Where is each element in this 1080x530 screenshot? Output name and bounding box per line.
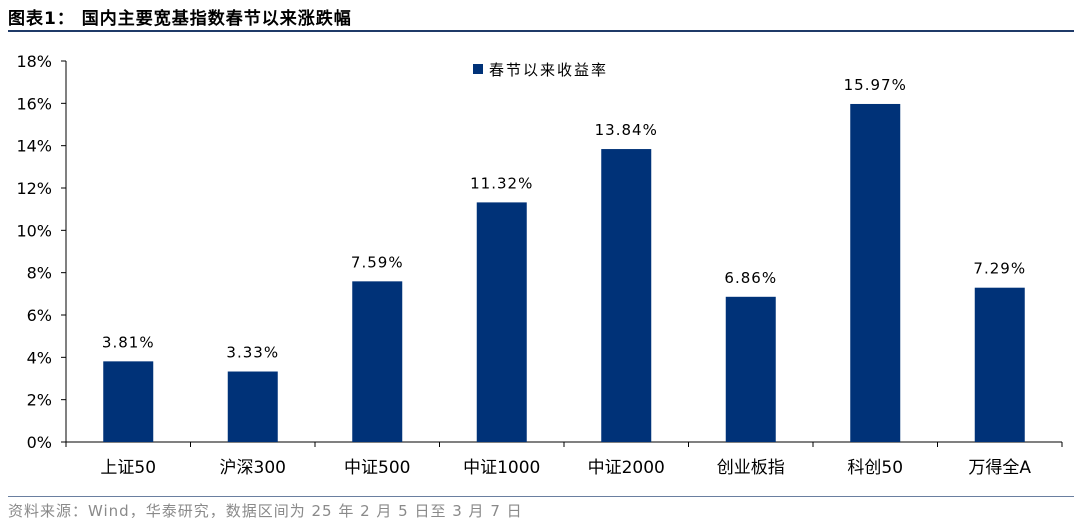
- y-tick-label: 4%: [27, 348, 52, 367]
- x-tick-label: 创业板指: [717, 458, 785, 478]
- data-label: 13.84%: [595, 121, 658, 139]
- data-label: 7.59%: [351, 253, 404, 271]
- data-label: 15.97%: [844, 76, 907, 94]
- chart-bars: 3.81% 3.33% 7.59% 11.32% 13.84% 6.86% 15.97% 7.…: [102, 76, 1026, 443]
- bar: [974, 287, 1025, 442]
- data-label: 3.33%: [226, 344, 279, 362]
- bar: [476, 202, 527, 442]
- y-tick-label: 18%: [16, 52, 52, 71]
- bar: [227, 371, 278, 442]
- source-note: 资料来源：Wind，华泰研究，数据区间为 25 年 2 月 5 日至 3 月 7…: [8, 502, 523, 520]
- y-tick-label: 2%: [27, 391, 52, 410]
- x-tick-label: 中证2000: [588, 458, 665, 478]
- data-label: 7.29%: [973, 260, 1026, 278]
- bar: [352, 281, 403, 442]
- x-tick-label: 中证500: [344, 458, 410, 478]
- x-tick-label: 沪深300: [220, 458, 286, 478]
- x-tick-label: 上证50: [100, 458, 156, 478]
- data-label: 3.81%: [102, 333, 155, 351]
- data-label: 6.86%: [724, 269, 777, 287]
- y-tick-label: 12%: [16, 179, 52, 198]
- y-tick-label: 14%: [16, 137, 52, 156]
- x-tick-label: 中证1000: [463, 458, 540, 478]
- x-tick-label: 万得全A: [968, 458, 1031, 478]
- bar: [850, 103, 901, 443]
- bar: [103, 361, 154, 442]
- y-tick-label: 0%: [27, 433, 52, 452]
- title-divider: [8, 30, 1074, 32]
- data-label: 11.32%: [470, 174, 533, 192]
- y-tick-label: 6%: [27, 306, 52, 325]
- bar-chart: 0% 2% 4% 6% 8% 10% 12% 14% 16% 18% 上证50 沪深300 中证500 中…: [16, 52, 1063, 478]
- legend-swatch: [473, 64, 483, 74]
- source-divider: [8, 496, 1074, 497]
- legend-label: 春节以来收益率: [489, 61, 608, 79]
- bar: [725, 296, 776, 442]
- y-tick-label: 8%: [27, 264, 52, 283]
- y-tick-label: 10%: [16, 221, 52, 240]
- chart-legend: 春节以来收益率: [473, 61, 608, 79]
- x-tick-label: 科创50: [847, 458, 903, 478]
- figure-title: 图表1： 国内主要宽基指数春节以来涨跌幅: [8, 9, 352, 29]
- bar: [601, 149, 652, 442]
- y-tick-label: 16%: [16, 94, 52, 113]
- chart-axes: 0% 2% 4% 6% 8% 10% 12% 14% 16% 18% 上证50 沪深300 中证500 中…: [16, 52, 1063, 478]
